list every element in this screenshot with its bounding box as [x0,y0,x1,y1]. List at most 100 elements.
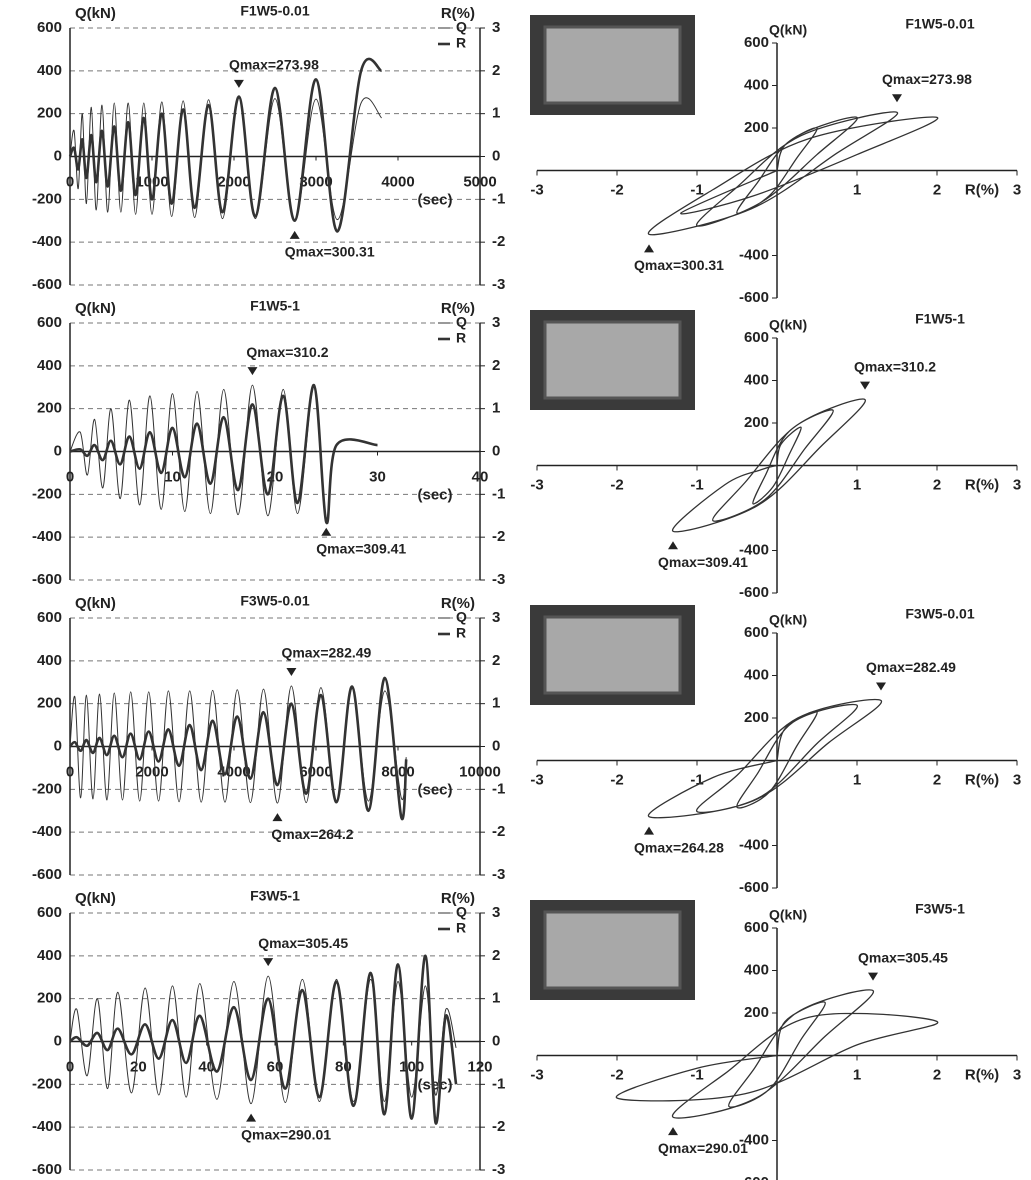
y-tick-label: -600 [739,289,769,306]
x-axis-label: (sec) [417,1076,452,1093]
annotation: Qmax=310.2 [854,358,936,374]
x-tick-label: 2000 [135,763,168,780]
y-tick-label: -400 [32,1118,62,1135]
y-tick-label: -200 [32,1075,62,1092]
y-tick-label: -600 [32,276,62,293]
hysteresis-curve [615,989,939,1119]
x-tick-label: 20 [267,468,284,485]
legend-label: Q [456,609,467,625]
y2-axis-label: R(%) [441,5,475,22]
hysteresis-curve [672,398,866,533]
x-tick-label: -2 [610,1066,623,1083]
x-tick-label: -1 [690,1066,703,1083]
annotation: Qmax=305.45 [858,949,948,965]
specimen-photo-panel [543,25,682,105]
x-axis-label: R(%) [965,1066,999,1083]
y2-tick-label: 1 [492,400,500,417]
marker-triangle [668,1127,678,1136]
y-axis-label: Q(kN) [769,317,807,333]
y-axis-label: Q(kN) [75,595,116,612]
chart-title: F1W5-1 [250,298,300,314]
y2-tick-label: 3 [492,904,500,921]
x-tick-label: 120 [467,1058,492,1075]
x-tick-label: 20 [130,1058,147,1075]
legend-label: R [456,35,466,51]
y2-tick-label: -1 [492,780,505,797]
y-tick-label: -400 [32,823,62,840]
y-tick-label: -200 [32,485,62,502]
y2-tick-label: -3 [492,276,505,293]
y-tick-label: -600 [739,879,769,896]
x-tick-label: -3 [530,181,543,198]
x-tick-label: -2 [610,771,623,788]
y-tick-label: 200 [37,400,62,417]
y2-tick-label: 2 [492,947,500,964]
x-axis-label: (sec) [417,781,452,798]
y2-tick-label: -2 [492,1118,505,1135]
y2-axis-label: R(%) [441,595,475,612]
y2-tick-label: 2 [492,357,500,374]
y-axis-label: Q(kN) [75,300,116,317]
y-tick-label: 200 [37,990,62,1007]
x-tick-label: 1000 [135,173,168,190]
y-tick-label: 200 [37,695,62,712]
y-tick-label: 200 [37,105,62,122]
annotation: Qmax=290.01 [658,1140,748,1156]
x-tick-label: 100 [399,1058,424,1075]
marker-triangle [246,1113,257,1122]
y2-tick-label: 0 [492,1032,500,1049]
chart-title: F1W5-0.01 [905,16,974,32]
specimen-photo-panel [543,320,682,400]
chart-title: F3W5-1 [915,901,965,917]
y-tick-label: 400 [744,961,769,978]
y-tick-label: 200 [744,709,769,726]
annotation: Qmax=300.31 [285,244,375,260]
y2-tick-label: 3 [492,19,500,36]
x-tick-label: 40 [472,468,489,485]
marker-triangle [876,682,886,691]
y2-tick-label: 0 [492,147,500,164]
x-tick-label: -3 [530,476,543,493]
x-tick-label: 0 [66,173,74,190]
x-axis-label: R(%) [965,476,999,493]
x-tick-label: 80 [335,1058,352,1075]
marker-triangle [263,958,274,967]
y2-tick-label: -3 [492,571,505,588]
chart-title: F3W5-1 [250,888,300,904]
series-line [69,384,378,519]
marker-triangle [644,244,654,253]
annotation: Qmax=264.2 [271,826,353,842]
y-tick-label: 600 [744,34,769,51]
y-tick-label: 600 [37,609,62,626]
x-tick-label: 30 [369,468,386,485]
annotation: Qmax=300.31 [634,257,724,273]
x-tick-label: -1 [690,181,703,198]
y-tick-label: 400 [744,666,769,683]
chart-title: F1W5-1 [915,311,965,327]
y-tick-label: 400 [744,371,769,388]
x-tick-label: 2 [933,771,941,788]
y-tick-label: -400 [739,836,769,853]
y-tick-label: -400 [739,541,769,558]
x-tick-label: -3 [530,1066,543,1083]
x-tick-label: 5000 [463,173,496,190]
x-tick-label: -2 [610,476,623,493]
marker-triangle [247,367,258,376]
x-tick-label: 10 [164,468,181,485]
series-line [69,954,458,1125]
y2-tick-label: -3 [492,1161,505,1178]
annotation: Qmax=290.01 [241,1126,331,1142]
y2-tick-label: -2 [492,823,505,840]
y-axis-label: Q(kN) [769,612,807,628]
legend-label: Q [456,904,467,920]
x-tick-label: 3000 [299,173,332,190]
marker-triangle [321,527,332,536]
x-tick-label: 2000 [217,173,250,190]
y-tick-label: -400 [32,233,62,250]
marker-triangle [233,79,244,88]
specimen-photo-panel [543,910,682,990]
marker-triangle [286,668,297,677]
series-line [69,383,378,525]
y2-tick-label: 1 [492,105,500,122]
x-tick-label: 4000 [381,173,414,190]
